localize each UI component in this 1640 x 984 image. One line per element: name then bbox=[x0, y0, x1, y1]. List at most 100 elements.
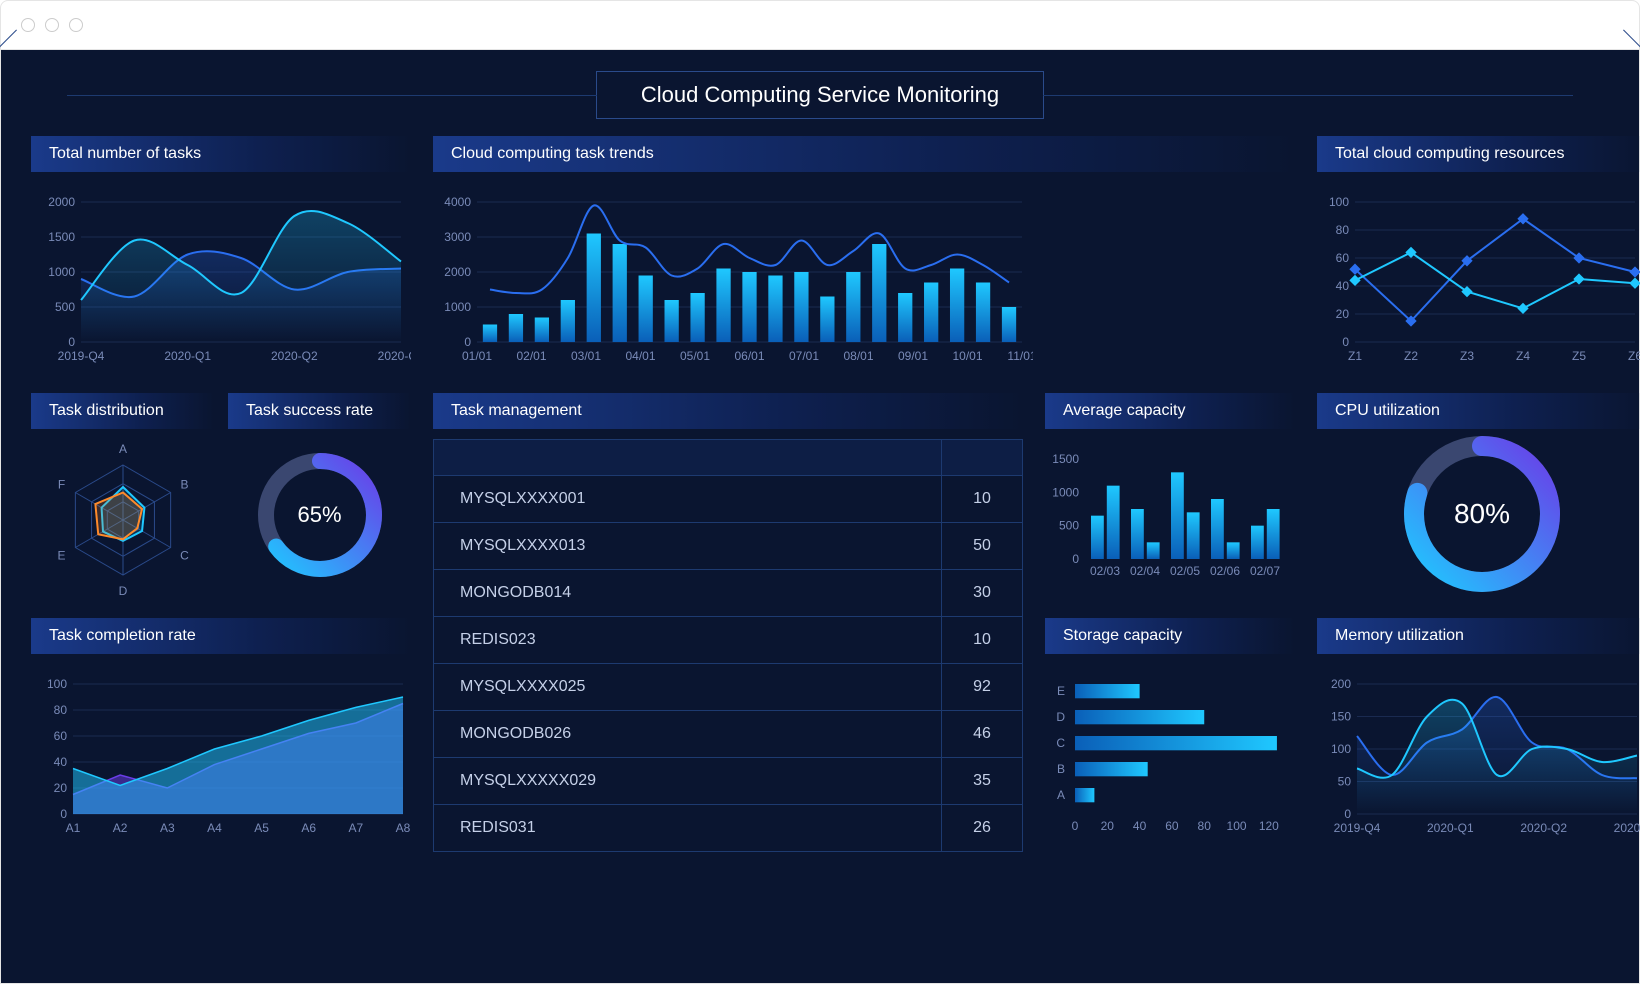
task-mgmt-table: MYSQLXXXX00110MYSQLXXXX01350MONGODB01430… bbox=[433, 439, 1023, 852]
svg-text:B: B bbox=[180, 478, 188, 492]
panel-title: Average capacity bbox=[1045, 393, 1295, 429]
svg-text:Z4: Z4 bbox=[1516, 349, 1530, 363]
panel-title: Storage capacity bbox=[1045, 618, 1295, 654]
svg-text:C: C bbox=[1056, 736, 1065, 750]
table-row[interactable]: MYSQLXXXX01350 bbox=[434, 523, 1022, 570]
svg-text:4000: 4000 bbox=[444, 195, 471, 209]
panel-task-mgmt: Task management MYSQLXXXX00110MYSQLXXXX0… bbox=[433, 393, 1023, 852]
svg-text:60: 60 bbox=[1165, 819, 1179, 833]
task-name: MYSQLXXXX013 bbox=[434, 523, 942, 569]
svg-text:07/01: 07/01 bbox=[789, 349, 819, 363]
window-dot bbox=[45, 18, 59, 32]
page-title: Cloud Computing Service Monitoring bbox=[596, 71, 1044, 119]
svg-text:1000: 1000 bbox=[48, 265, 75, 279]
panel-title: Total number of tasks bbox=[31, 136, 411, 172]
panel-cpu: CPU utilization 80% bbox=[1317, 393, 1640, 602]
svg-text:2019-Q4: 2019-Q4 bbox=[1334, 821, 1381, 835]
svg-text:A6: A6 bbox=[301, 821, 316, 835]
svg-text:2020-Q2: 2020-Q2 bbox=[271, 349, 318, 363]
svg-text:A5: A5 bbox=[254, 821, 269, 835]
table-row[interactable]: MONGODB01430 bbox=[434, 570, 1022, 617]
table-row[interactable]: MYSQLXXXXX02935 bbox=[434, 758, 1022, 805]
svg-text:2019-Q4: 2019-Q4 bbox=[58, 349, 105, 363]
table-row[interactable]: MONGODB02646 bbox=[434, 711, 1022, 758]
window-dot bbox=[21, 18, 35, 32]
svg-text:04/01: 04/01 bbox=[625, 349, 655, 363]
panel-dist-success: Task distribution ABCDEF Task success ra… bbox=[31, 393, 411, 602]
svg-text:0: 0 bbox=[1072, 819, 1079, 833]
chart-storage: EDCBA020406080100120 bbox=[1045, 664, 1295, 844]
donut-value: 65% bbox=[297, 502, 341, 528]
table-row[interactable]: REDIS03126 bbox=[434, 805, 1022, 851]
panel-title: Task success rate bbox=[228, 393, 411, 429]
title-bar: Cloud Computing Service Monitoring bbox=[31, 70, 1609, 120]
svg-text:Z3: Z3 bbox=[1460, 349, 1474, 363]
svg-text:A: A bbox=[1057, 788, 1065, 802]
svg-text:500: 500 bbox=[55, 300, 75, 314]
svg-text:150: 150 bbox=[1331, 710, 1351, 724]
svg-text:20: 20 bbox=[1101, 819, 1115, 833]
svg-text:B: B bbox=[1057, 762, 1065, 776]
svg-text:2020-Q3: 2020-Q3 bbox=[1614, 821, 1640, 835]
svg-text:06/01: 06/01 bbox=[734, 349, 764, 363]
task-name: REDIS023 bbox=[434, 617, 942, 663]
svg-text:3000: 3000 bbox=[444, 230, 471, 244]
svg-text:F: F bbox=[57, 478, 64, 492]
task-name: MYSQLXXXXX029 bbox=[434, 758, 942, 804]
task-name: MYSQLXXXX025 bbox=[434, 664, 942, 710]
svg-text:2020-Q1: 2020-Q1 bbox=[1427, 821, 1474, 835]
donut-value: 80% bbox=[1454, 498, 1510, 530]
chart-task-trends: 0100020003000400001/0102/0103/0104/0105/… bbox=[433, 182, 1033, 372]
svg-text:1000: 1000 bbox=[1052, 485, 1079, 499]
table-row[interactable]: MYSQLXXXX00110 bbox=[434, 476, 1022, 523]
svg-text:08/01: 08/01 bbox=[843, 349, 873, 363]
svg-text:2020-Q1: 2020-Q1 bbox=[164, 349, 211, 363]
task-value: 10 bbox=[942, 617, 1022, 663]
panel-completion: Task completion rate 020406080100A1A2A3A… bbox=[31, 618, 411, 852]
panel-title: Task completion rate bbox=[31, 618, 411, 654]
svg-text:03/01: 03/01 bbox=[571, 349, 601, 363]
table-row[interactable]: REDIS02310 bbox=[434, 617, 1022, 664]
svg-text:A2: A2 bbox=[113, 821, 128, 835]
svg-text:0: 0 bbox=[1344, 807, 1351, 821]
svg-text:60: 60 bbox=[54, 729, 68, 743]
svg-text:0: 0 bbox=[60, 807, 67, 821]
table-row[interactable]: MYSQLXXXX02592 bbox=[434, 664, 1022, 711]
svg-text:02/03: 02/03 bbox=[1090, 564, 1120, 578]
svg-text:02/01: 02/01 bbox=[516, 349, 546, 363]
task-name: REDIS031 bbox=[434, 805, 942, 851]
panel-title: Cloud computing task trends bbox=[433, 136, 1295, 172]
svg-text:D: D bbox=[118, 584, 127, 595]
svg-text:Z5: Z5 bbox=[1572, 349, 1586, 363]
svg-text:100: 100 bbox=[1331, 742, 1351, 756]
svg-text:500: 500 bbox=[1059, 519, 1079, 533]
svg-text:09/01: 09/01 bbox=[898, 349, 928, 363]
chart-total-resources: 020406080100Z1Z2Z3Z4Z5Z6 bbox=[1317, 182, 1640, 372]
chart-radar: ABCDEF bbox=[33, 435, 213, 595]
svg-text:200: 200 bbox=[1331, 677, 1351, 691]
panel-title: Memory utilization bbox=[1317, 618, 1640, 654]
task-name: MONGODB014 bbox=[434, 570, 942, 616]
panel-title: CPU utilization bbox=[1317, 393, 1640, 429]
svg-text:D: D bbox=[1056, 710, 1065, 724]
svg-text:A7: A7 bbox=[349, 821, 364, 835]
task-value: 30 bbox=[942, 570, 1022, 616]
window-dot bbox=[69, 18, 83, 32]
svg-text:02/04: 02/04 bbox=[1130, 564, 1160, 578]
svg-text:1000: 1000 bbox=[444, 300, 471, 314]
svg-text:01/01: 01/01 bbox=[462, 349, 492, 363]
svg-text:0: 0 bbox=[1342, 335, 1349, 349]
svg-text:Z1: Z1 bbox=[1348, 349, 1362, 363]
chart-total-tasks: 05001000150020002019-Q42020-Q12020-Q2202… bbox=[31, 182, 411, 372]
task-name: MONGODB026 bbox=[434, 711, 942, 757]
svg-text:100: 100 bbox=[47, 677, 67, 691]
panel-memory: Memory utilization 0501001502002019-Q420… bbox=[1317, 618, 1640, 852]
svg-text:2020-Q2: 2020-Q2 bbox=[1520, 821, 1567, 835]
dashboard: Cloud Computing Service Monitoring Total… bbox=[0, 50, 1640, 984]
svg-text:80: 80 bbox=[1336, 223, 1350, 237]
panel-task-trends: Cloud computing task trends 010002000300… bbox=[433, 136, 1295, 377]
svg-text:100: 100 bbox=[1227, 819, 1247, 833]
svg-text:10/01: 10/01 bbox=[952, 349, 982, 363]
svg-text:0: 0 bbox=[68, 335, 75, 349]
browser-chrome bbox=[0, 0, 1640, 50]
